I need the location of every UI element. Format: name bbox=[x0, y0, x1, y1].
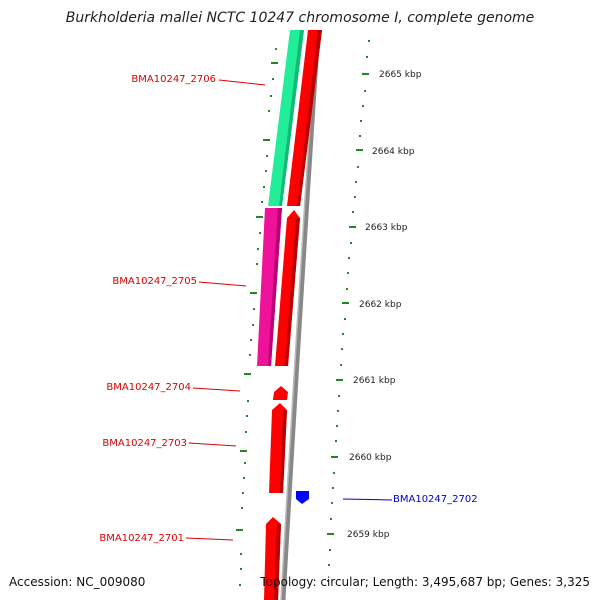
cds-feature-2701[interactable] bbox=[264, 517, 281, 600]
tick-label: 2659 kbp bbox=[347, 530, 390, 540]
gene-label-2701[interactable]: BMA10247_2701 bbox=[99, 533, 184, 544]
gene-label-2704[interactable]: BMA10247_2704 bbox=[106, 382, 191, 393]
scale-ticks-inner bbox=[236, 48, 278, 586]
tick-label: 2662 kbp bbox=[359, 300, 402, 310]
tick-label: 2664 kbp bbox=[372, 147, 415, 157]
cds-feature-2703[interactable] bbox=[269, 403, 287, 493]
genome-summary-text: Topology: circular; Length: 3,495,687 bp… bbox=[260, 575, 590, 589]
cds-feature-2705[interactable] bbox=[275, 210, 300, 366]
tick-label: 2660 kbp bbox=[349, 453, 392, 463]
map-title: Burkholderia mallei NCTC 10247 chromosom… bbox=[65, 10, 535, 26]
tick-label: 2665 kbp bbox=[379, 70, 422, 80]
gene-label-2703[interactable]: BMA10247_2703 bbox=[102, 438, 187, 449]
gene-label-2706[interactable]: BMA10247_2706 bbox=[131, 74, 216, 85]
tick-label: 2663 kbp bbox=[365, 223, 408, 233]
gene-label-2702[interactable]: BMA10247_2702 bbox=[393, 494, 478, 505]
gene-label-2705[interactable]: BMA10247_2705 bbox=[112, 276, 197, 287]
label-leader-lines bbox=[185, 79, 393, 541]
backbone-ring bbox=[280, 29, 321, 600]
accession-text: Accession: NC_009080 bbox=[9, 575, 146, 589]
cds-feature-2704[interactable] bbox=[273, 386, 288, 400]
tick-label: 2661 kbp bbox=[353, 376, 396, 386]
scale-ticks-outer bbox=[327, 40, 370, 582]
cds-feature-2702[interactable] bbox=[296, 491, 309, 504]
cds-feature-2706[interactable] bbox=[287, 30, 322, 206]
